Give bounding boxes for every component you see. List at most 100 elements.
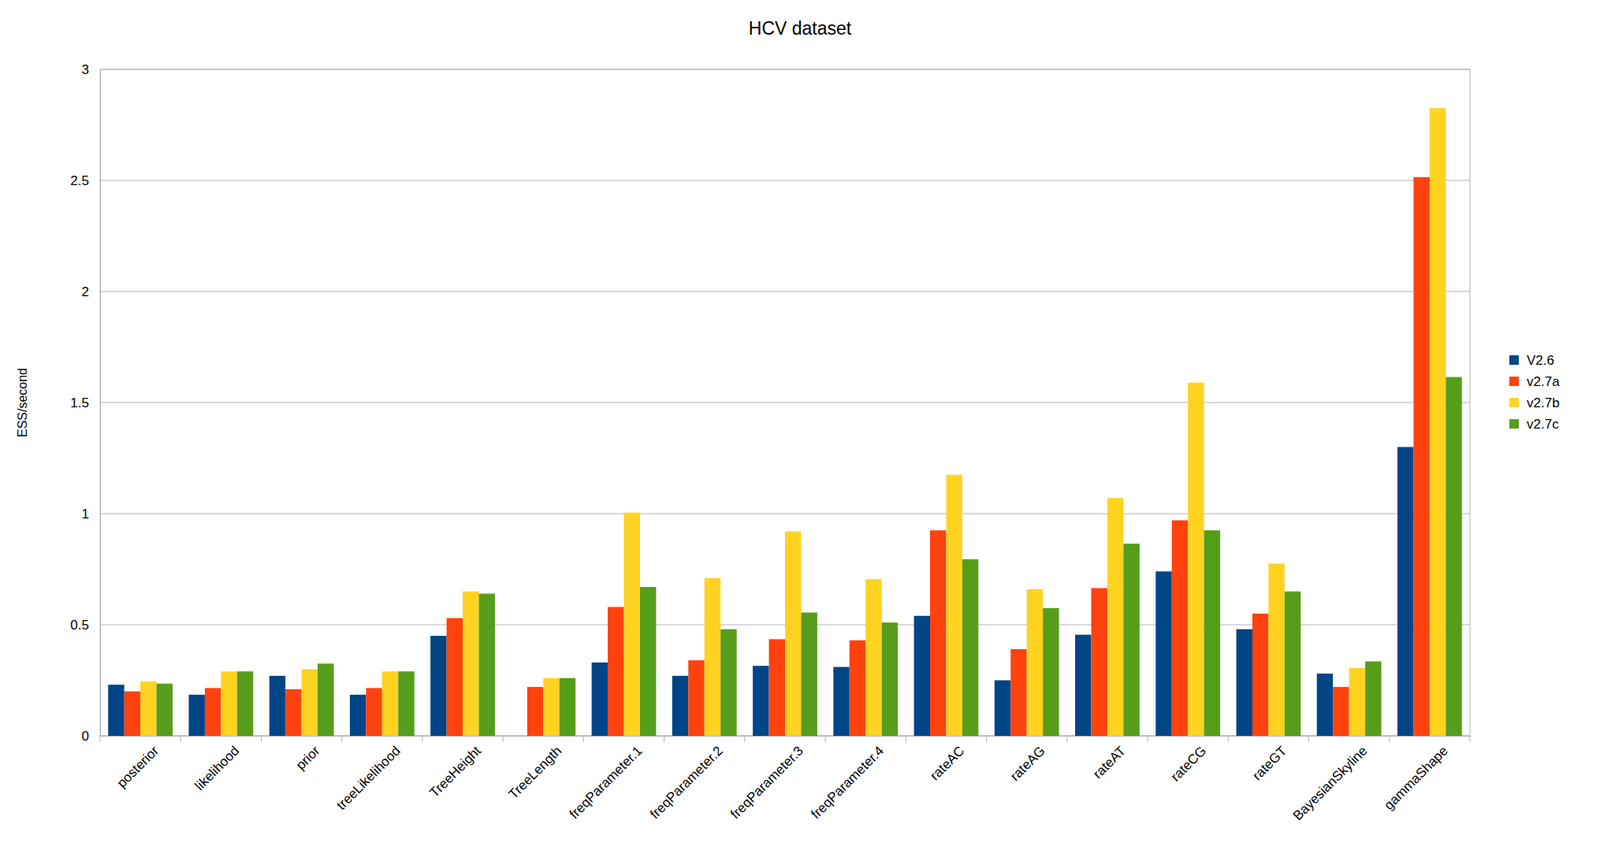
bar xyxy=(800,612,817,737)
legend-item: v2.7b xyxy=(1509,395,1560,411)
y-tick: 2.5 xyxy=(70,173,101,189)
legend-label: V2.6 xyxy=(1526,353,1555,369)
series xyxy=(124,177,1430,737)
bar xyxy=(398,671,414,737)
bar xyxy=(543,678,559,737)
x-tick: freqParameter.1 xyxy=(566,736,646,823)
bar xyxy=(672,676,689,737)
y-axis-line xyxy=(100,70,101,737)
x-tick: rateAC xyxy=(927,736,968,784)
separator xyxy=(341,736,343,743)
bar xyxy=(140,681,157,737)
plot-frame xyxy=(100,69,1470,737)
bar xyxy=(382,671,399,737)
bar xyxy=(865,579,882,737)
y-tick: 1.5 xyxy=(70,395,101,411)
legend-swatch xyxy=(1509,355,1519,365)
separator xyxy=(180,736,182,743)
bar xyxy=(688,660,704,737)
x-tick-label: posterior xyxy=(114,743,162,791)
bar xyxy=(720,629,737,737)
bar xyxy=(204,688,221,737)
y-tick-label: 1.5 xyxy=(70,395,90,411)
grid-line xyxy=(100,513,1470,515)
bar xyxy=(1187,383,1204,737)
y-tick-label: 0.5 xyxy=(70,617,90,633)
x-tick-label: rateCG xyxy=(1168,743,1210,785)
y-tick-label: 1 xyxy=(81,506,90,522)
y-tick: 2 xyxy=(81,284,101,300)
legend-item: v2.7a xyxy=(1509,374,1560,390)
bar xyxy=(430,636,447,737)
bar xyxy=(1429,107,1446,737)
x-axis-line xyxy=(100,736,1471,737)
x-tick: treeLikelihood xyxy=(333,736,403,814)
bar xyxy=(1026,589,1043,737)
bar xyxy=(1332,687,1349,737)
bar xyxy=(1252,613,1269,737)
x-tick-label: gammaShape xyxy=(1381,743,1452,813)
x-tick-label: rateGT xyxy=(1249,743,1290,784)
legend-label: v2.7c xyxy=(1526,416,1560,432)
bar xyxy=(301,669,318,737)
bar xyxy=(1090,587,1107,737)
bar xyxy=(1349,668,1366,737)
bar xyxy=(269,676,286,737)
bar xyxy=(1236,629,1253,737)
separator xyxy=(1066,736,1068,743)
bar xyxy=(624,513,640,737)
bar xyxy=(1365,662,1381,737)
x-tick: posterior xyxy=(114,736,162,792)
x-tick: rateAG xyxy=(1007,736,1049,785)
x-tick-label: likelihood xyxy=(192,743,243,794)
x-tick: freqParameter.3 xyxy=(727,736,807,823)
bar xyxy=(769,639,786,737)
separator xyxy=(1147,736,1149,743)
bar xyxy=(559,678,576,737)
bar xyxy=(785,532,801,737)
bar xyxy=(1123,543,1139,737)
y-tick: 1 xyxy=(81,506,101,522)
category-separators xyxy=(100,736,1470,743)
y-tick-label: 2 xyxy=(81,284,90,300)
x-tick-label: freqParameter.3 xyxy=(727,743,807,823)
x-tick-label: rateAT xyxy=(1090,743,1129,782)
separator xyxy=(905,736,907,743)
bar xyxy=(462,591,479,737)
x-tick: freqParameter.2 xyxy=(647,736,726,823)
bar xyxy=(962,559,979,737)
legend-item: v2.7c xyxy=(1509,416,1560,432)
y-tick: 0.5 xyxy=(70,617,101,633)
x-tick: rateCG xyxy=(1168,736,1210,786)
legend-swatch xyxy=(1509,398,1519,408)
bar xyxy=(156,684,173,737)
y-tick-label: 3 xyxy=(81,62,90,78)
x-tick-label: rateAG xyxy=(1007,743,1049,785)
separator xyxy=(663,736,665,743)
bar xyxy=(237,671,254,737)
bar xyxy=(1042,608,1059,737)
bars xyxy=(107,107,1463,737)
x-tick-label: rateAC xyxy=(927,743,968,784)
x-tick-label: freqParameter.2 xyxy=(647,743,726,823)
bar xyxy=(607,606,624,737)
title: HCV dataset xyxy=(748,18,853,39)
bar xyxy=(833,667,849,737)
x-tick-label: BayesianSkyline xyxy=(1290,743,1371,824)
bar xyxy=(930,530,946,737)
chart: 00.511.522.53posteriorlikelihoodpriortre… xyxy=(0,0,1600,854)
y-tick: 0 xyxy=(81,729,101,745)
separator xyxy=(1227,736,1229,743)
legend-item: V2.6 xyxy=(1509,353,1555,369)
bar xyxy=(1010,649,1027,737)
separator xyxy=(744,736,745,743)
legend-label: v2.7a xyxy=(1526,374,1560,390)
bar xyxy=(1317,673,1333,737)
y-axis-title: ESS/second xyxy=(15,368,30,438)
grid-line xyxy=(100,180,1470,182)
bar xyxy=(1445,377,1462,737)
bar xyxy=(591,662,608,737)
x-tick: likelihood xyxy=(192,736,243,794)
bar xyxy=(479,594,495,737)
bar xyxy=(1268,563,1284,737)
